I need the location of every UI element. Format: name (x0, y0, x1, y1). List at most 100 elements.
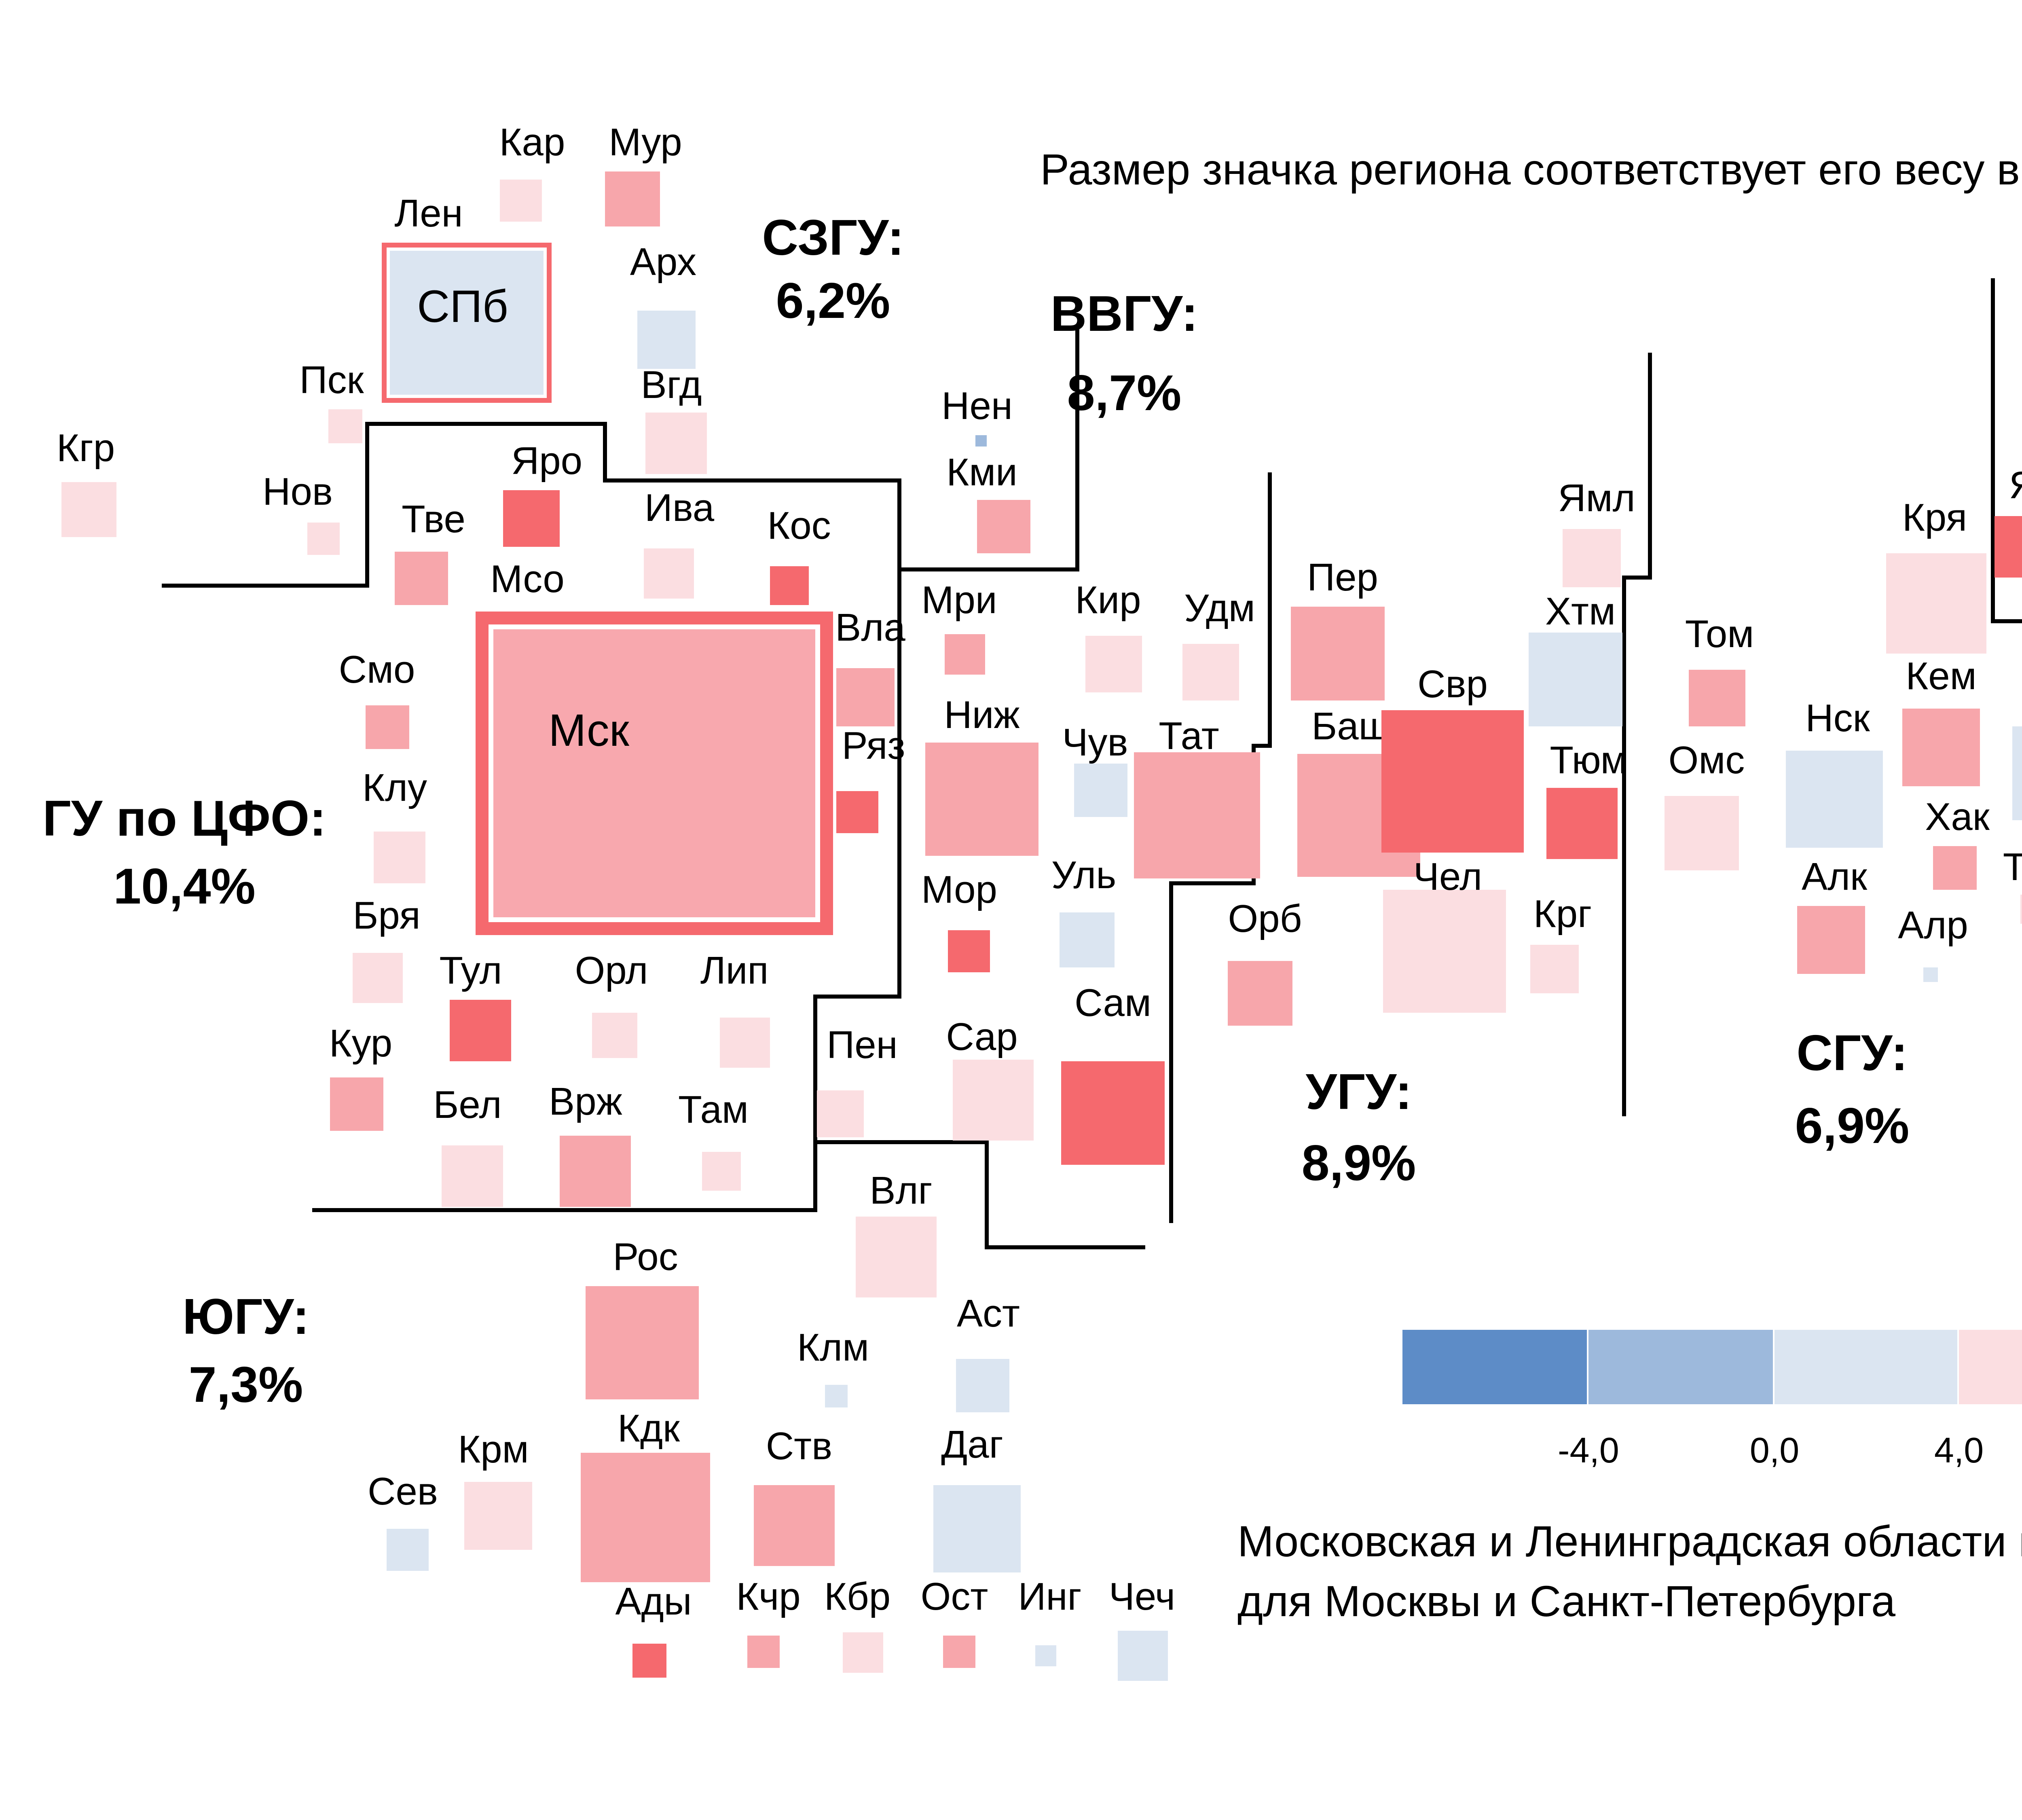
region-frame-СПб (382, 243, 552, 403)
district-label-ЦФО-value: 10,4% (113, 858, 256, 915)
region-square-Тюм (1546, 788, 1618, 859)
district-label-УГУ-name: УГУ: (1305, 1064, 1412, 1120)
region-label-Кбр: Кбр (824, 1576, 891, 1619)
region-label-Баш: Баш (1311, 705, 1390, 749)
region-square-Уль (1060, 912, 1115, 967)
region-label-Кур: Кур (329, 1022, 393, 1066)
footnote-line-2: для Москвы и Санкт-Петербурга (1237, 1577, 1896, 1626)
region-label-Чеч: Чеч (1108, 1576, 1176, 1619)
region-square-Бел (442, 1145, 503, 1207)
region-label-Кря: Кря (1902, 497, 1967, 540)
region-label-Пен: Пен (827, 1024, 898, 1068)
region-square-Яку (1995, 516, 2022, 578)
region-square-Кми (976, 499, 1030, 552)
district-label-ВВГУ-name: ВВГУ: (1050, 286, 1198, 342)
region-label-Уль: Уль (1051, 854, 1117, 898)
region-label-Нов: Нов (262, 471, 333, 514)
region-square-Пен (816, 1090, 863, 1136)
region-label-Алр: Алр (1898, 904, 1968, 948)
region-square-Орл (592, 1013, 637, 1058)
border-ugu-sgu (1622, 353, 1652, 1116)
region-label-Врж: Врж (549, 1081, 622, 1124)
region-square-Нен (975, 434, 986, 446)
region-label-Удм: Удм (1184, 587, 1255, 631)
region-square-Омс (1665, 796, 1739, 870)
region-square-Арх (637, 311, 696, 369)
region-label-Яку: Яку (2009, 467, 2022, 506)
region-label-Том: Том (1685, 613, 1754, 657)
region-square-Сар (953, 1060, 1034, 1141)
legend-block-blue_pale (1774, 1330, 1958, 1404)
region-frame-fill-СПб (387, 248, 547, 398)
region-square-Рос (586, 1286, 699, 1399)
legend-tick--4,0: -4,0 (1558, 1430, 1619, 1471)
region-label-Алк: Алк (1801, 856, 1868, 899)
region-square-Чеч (1117, 1630, 1167, 1680)
region-square-Ива (643, 548, 693, 598)
city-label-СПб: СПб (417, 281, 508, 332)
region-square-Инг (1034, 1644, 1055, 1666)
region-square-Вгд (645, 413, 707, 474)
region-square-Кря (1886, 553, 1986, 654)
region-label-Аст: Аст (957, 1293, 1020, 1336)
region-label-Кем: Кем (1906, 655, 1977, 699)
region-square-Мри (944, 633, 984, 674)
region-square-Аст (955, 1358, 1009, 1412)
region-square-Хтм (1529, 633, 1622, 726)
region-square-Тыв (2020, 895, 2022, 924)
region-square-Мур (605, 171, 660, 226)
region-square-Пер (1291, 607, 1385, 700)
region-label-Кгр: Кгр (56, 427, 115, 471)
region-label-Рос: Рос (613, 1236, 678, 1280)
region-label-Даг: Даг (941, 1424, 1003, 1467)
region-square-Сам (1061, 1061, 1165, 1165)
region-square-Даг (933, 1485, 1021, 1572)
border-cfo-south (312, 569, 901, 1212)
region-label-Мур: Мур (609, 121, 682, 165)
region-square-Чув (1073, 763, 1127, 816)
district-label-ЦФО-name: ГУ по ЦФО: (42, 790, 326, 847)
region-square-Хак (1932, 845, 1976, 889)
region-label-Лип: Лип (700, 950, 769, 993)
region-label-Нен: Нен (941, 385, 1013, 429)
region-label-Чув: Чув (1062, 722, 1128, 765)
region-label-Клу: Клу (362, 767, 427, 811)
region-label-Кдк: Кдк (618, 1407, 680, 1451)
region-label-Ств: Ств (766, 1425, 833, 1469)
legend-tick-4,0: 4,0 (1934, 1430, 1984, 1471)
region-square-Нов (307, 523, 340, 555)
region-frame-fill-Мск (489, 624, 820, 922)
region-label-Сар: Сар (946, 1016, 1018, 1060)
region-label-Хтм: Хтм (1545, 590, 1616, 634)
legend-tick-0,0: 0,0 (1749, 1430, 1800, 1471)
legend-block-pink_pale (1959, 1330, 2022, 1404)
region-square-Сев (387, 1529, 429, 1571)
region-label-Орб: Орб (1228, 898, 1302, 942)
region-label-Бря: Бря (353, 895, 421, 938)
district-label-ВВГУ-value: 8,7% (1067, 365, 1182, 421)
region-square-Нск (1786, 751, 1883, 848)
region-square-Чел (1383, 890, 1506, 1013)
region-label-Там: Там (678, 1089, 749, 1132)
region-square-Ств (754, 1485, 835, 1566)
region-label-Тыв: Тыв (2003, 849, 2022, 888)
region-label-Нск: Нск (1805, 697, 1870, 741)
region-label-Хак: Хак (1925, 796, 1990, 840)
region-square-Ряз (836, 791, 878, 833)
region-label-Инг: Инг (1018, 1576, 1082, 1619)
region-square-Тат (1134, 752, 1260, 878)
city-label-Мск: Мск (548, 705, 629, 756)
region-label-Ива: Ива (644, 487, 715, 531)
region-frame-Мск (476, 612, 833, 935)
region-label-Кос: Кос (767, 505, 831, 548)
region-label-Влг: Влг (869, 1170, 933, 1213)
border-vvgu-yugu (815, 1140, 1145, 1249)
region-square-Кир (1085, 635, 1141, 692)
region-label-Ямл: Ямл (1558, 477, 1635, 521)
region-label-Сев: Сев (368, 1471, 438, 1514)
region-square-Орб (1228, 961, 1292, 1026)
border-szgu-cfo-vvgu (162, 328, 1079, 588)
region-square-Смо (365, 705, 408, 748)
region-square-Кем (1902, 709, 1980, 786)
